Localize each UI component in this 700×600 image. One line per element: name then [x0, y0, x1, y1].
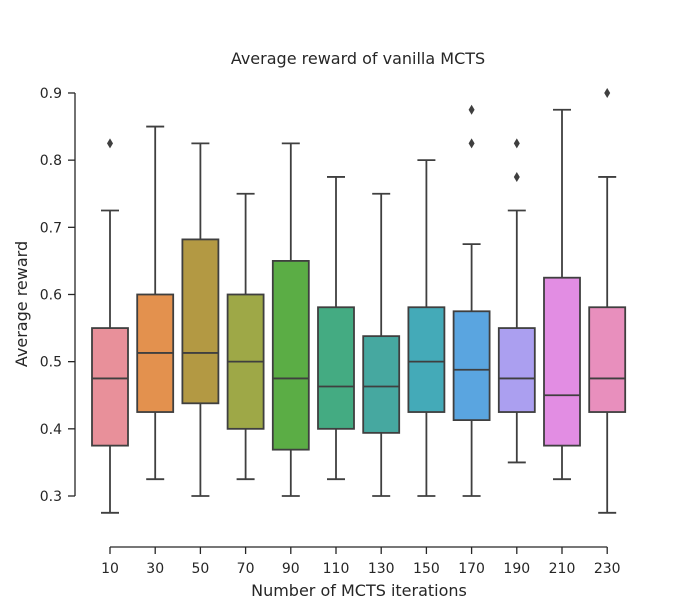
y-tick-label: 0.8 [40, 153, 62, 169]
box-body [91, 327, 129, 447]
box-170 [452, 104, 491, 497]
box-150 [407, 159, 446, 497]
y-tick-label: 0.9 [40, 86, 62, 102]
outlier-point [604, 87, 611, 98]
x-tick-label: 70 [237, 561, 255, 577]
x-tick-label: 50 [191, 561, 209, 577]
box-body [271, 260, 310, 451]
y-axis: 0.3 0.4 0.5 0.6 0.7 0.8 0.9 [40, 86, 76, 505]
box-body [497, 327, 536, 413]
box-body [543, 276, 581, 447]
x-tick-label: 150 [413, 561, 440, 577]
y-tick-label: 0.3 [40, 489, 62, 505]
box-90 [271, 142, 310, 497]
box-body [407, 306, 446, 413]
x-axis-label: Number of MCTS iterations [251, 581, 467, 600]
y-tick-label: 0.5 [40, 355, 62, 371]
x-tick-label: 30 [146, 561, 164, 577]
x-tick-label: 10 [101, 561, 119, 577]
box-body [588, 306, 627, 413]
box-50 [181, 142, 220, 497]
y-tick-label: 0.4 [40, 422, 62, 438]
outlier-point [107, 138, 113, 149]
y-axis-label: Average reward [12, 241, 31, 367]
box-series [91, 87, 627, 514]
outlier-point [513, 171, 520, 182]
box-110 [317, 176, 355, 481]
box-body [452, 310, 491, 421]
box-body [362, 335, 401, 434]
box-10 [91, 138, 129, 514]
chart-title: Average reward of vanilla MCTS [231, 49, 485, 68]
box-70 [226, 192, 265, 481]
x-tick-label: 130 [368, 561, 395, 577]
x-tick-label: 170 [458, 561, 485, 577]
x-axis: 10 30 50 70 90 110 130 150 170 190 210 230 [101, 546, 621, 577]
x-tick-label: 230 [594, 561, 621, 577]
x-tick-label: 190 [503, 561, 530, 577]
box-230 [588, 87, 627, 514]
box-body [181, 238, 220, 405]
x-tick-label: 90 [282, 561, 300, 577]
box-210 [543, 108, 581, 481]
y-tick-label: 0.6 [40, 287, 62, 303]
outlier-point [513, 138, 520, 149]
box-190 [497, 138, 536, 464]
x-tick-label: 210 [549, 561, 576, 577]
box-30 [136, 125, 175, 481]
outlier-point [468, 138, 475, 149]
y-tick-label: 0.7 [40, 220, 62, 236]
outlier-point [468, 104, 475, 115]
x-tick-label: 110 [323, 561, 350, 577]
box-body [317, 306, 355, 430]
box-130 [362, 192, 401, 497]
